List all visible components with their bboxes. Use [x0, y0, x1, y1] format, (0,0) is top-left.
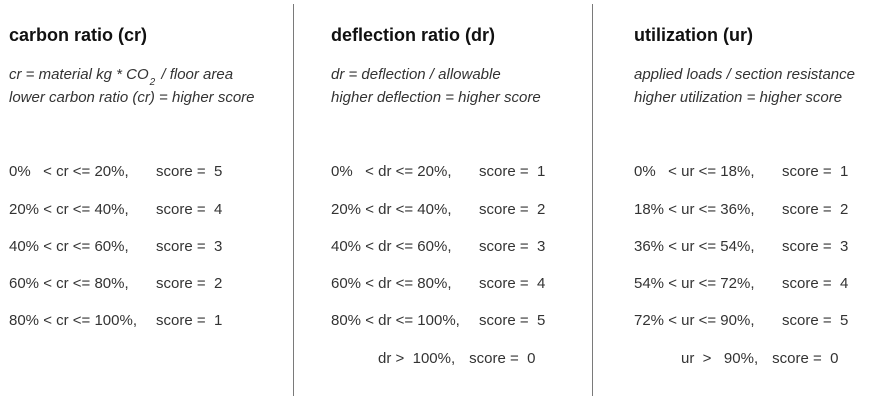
score-row: 36% < ur <= 54%, score = 3	[634, 238, 848, 255]
score-row: 60% < dr <= 80%, score = 4	[331, 275, 545, 292]
score-row: 40% < dr <= 60%, score = 3	[331, 238, 545, 255]
score-row: 0% < dr <= 20%, score = 1	[331, 163, 545, 180]
score-row: 72% < ur <= 90%, score = 5	[634, 312, 848, 329]
range-text: ur > 90%,	[681, 350, 759, 367]
score-text: score = 5	[156, 163, 223, 180]
range-text: 0% < cr <= 20%,	[9, 163, 129, 180]
score-row: 0% < ur <= 18%, score = 1	[634, 163, 848, 180]
range-text: 72% < ur <= 90%,	[634, 312, 755, 329]
range-text: 18% < ur <= 36%,	[634, 201, 755, 218]
score-text: score = 2	[782, 201, 849, 218]
range-text: 80% < dr <= 100%,	[331, 312, 460, 329]
score-row: 0% < cr <= 20%, score = 5	[9, 163, 222, 180]
range-text: 60% < cr <= 80%,	[9, 275, 129, 292]
score-text: score = 5	[479, 312, 546, 329]
range-text: 60% < dr <= 80%,	[331, 275, 452, 292]
range-text: 0% < ur <= 18%,	[634, 163, 755, 180]
score-row: ur > 90%, score = 0	[681, 350, 838, 367]
score-text: score = 4	[782, 275, 849, 292]
carbon-ratio-column: carbon ratio (cr) cr = material kg * CO2…	[9, 0, 289, 402]
deflection-ratio-rule: higher deflection = higher score	[331, 89, 541, 106]
score-row: 20% < dr <= 40%, score = 2	[331, 201, 545, 218]
utilization-title: utilization (ur)	[634, 25, 753, 45]
carbon-formula-pre: cr = material kg * CO	[9, 66, 149, 83]
deflection-ratio-title: deflection ratio (dr)	[331, 25, 496, 45]
deflection-ratio-column: deflection ratio (dr) dr = deflection / …	[331, 0, 586, 402]
range-text: 0% < dr <= 20%,	[331, 163, 452, 180]
utilization-column: utilization (ur) applied loads / section…	[634, 0, 884, 402]
score-row: 40% < cr <= 60%, score = 3	[9, 238, 222, 255]
score-text: score = 0	[469, 350, 536, 367]
carbon-ratio-title: carbon ratio (cr)	[9, 25, 148, 45]
range-text: 80% < cr <= 100%,	[9, 312, 137, 329]
range-text: 20% < dr <= 40%,	[331, 201, 452, 218]
score-row: 18% < ur <= 36%, score = 2	[634, 201, 848, 218]
score-text: score = 3	[479, 238, 546, 255]
carbon-formula-post: / floor area	[157, 66, 234, 83]
carbon-formula-subscript: 2	[149, 77, 156, 88]
range-text: 40% < cr <= 60%,	[9, 238, 129, 255]
score-text: score = 1	[782, 163, 849, 180]
range-text: dr > 100%,	[378, 350, 456, 367]
score-text: score = 4	[156, 201, 223, 218]
range-text: 20% < cr <= 40%,	[9, 201, 129, 218]
range-text: 36% < ur <= 54%,	[634, 238, 755, 255]
range-text: 54% < ur <= 72%,	[634, 275, 755, 292]
score-text: score = 3	[782, 238, 849, 255]
column-divider	[592, 4, 593, 396]
deflection-ratio-formula: dr = deflection / allowable	[331, 66, 501, 83]
column-divider	[293, 4, 294, 396]
score-row: 60% < cr <= 80%, score = 2	[9, 275, 222, 292]
range-text: 40% < dr <= 60%,	[331, 238, 452, 255]
score-text: score = 3	[156, 238, 223, 255]
score-row: 80% < cr <= 100%, score = 1	[9, 312, 222, 329]
score-text: score = 1	[479, 163, 546, 180]
utilization-rule: higher utilization = higher score	[634, 89, 843, 106]
utilization-formula: applied loads / section resistance	[634, 66, 855, 83]
score-row: 54% < ur <= 72%, score = 4	[634, 275, 848, 292]
score-text: score = 5	[782, 312, 849, 329]
score-row: 20% < cr <= 40%, score = 4	[9, 201, 222, 218]
carbon-ratio-rule: lower carbon ratio (cr) = higher score	[9, 89, 255, 106]
carbon-ratio-formula: cr = material kg * CO2 / floor area	[9, 66, 234, 88]
score-text: score = 4	[479, 275, 546, 292]
score-text: score = 2	[156, 275, 223, 292]
score-text: score = 1	[156, 312, 223, 329]
score-row: 80% < dr <= 100%, score = 5	[331, 312, 545, 329]
score-text: score = 0	[772, 350, 839, 367]
score-text: score = 2	[479, 201, 546, 218]
score-row: dr > 100%, score = 0	[378, 350, 535, 367]
